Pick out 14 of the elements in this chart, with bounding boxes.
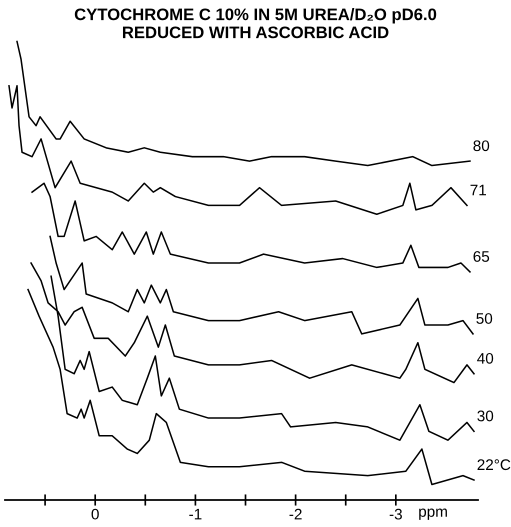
x-tick-label: 0 [92, 508, 99, 520]
series-label: 65 [474, 251, 490, 262]
chart-title: CYTOCHROME C 10% IN 5M UREA/D₂O pD6.0 [74, 8, 436, 24]
x-tick-label: -1 [189, 508, 202, 520]
x-axis-title: ppm [419, 508, 447, 520]
chart-subtitle: REDUCED WITH ASCORBIC ACID [122, 26, 388, 38]
x-tick-label: -3 [390, 508, 402, 520]
series-label: 40 [477, 352, 494, 364]
series-label: 30 [477, 410, 494, 422]
series-label: 22°C [478, 459, 510, 470]
series-label: 71 [470, 184, 486, 196]
series-label: 50 [476, 313, 492, 324]
series-label: 80 [473, 140, 490, 152]
x-tick-label: -2 [290, 508, 302, 520]
